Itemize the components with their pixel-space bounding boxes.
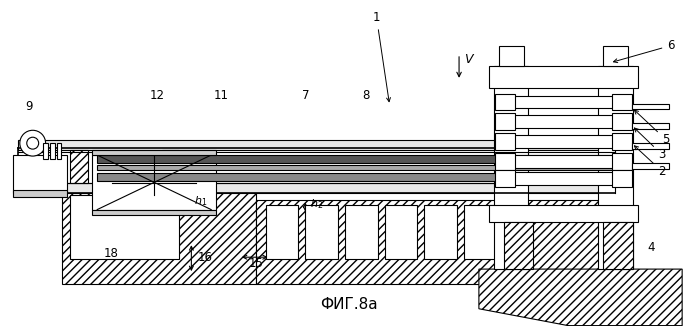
Text: 2: 2 <box>635 146 666 178</box>
Bar <box>256 200 618 284</box>
Text: 6: 6 <box>614 39 675 62</box>
Circle shape <box>20 130 45 156</box>
Bar <box>612 153 632 170</box>
Bar <box>632 163 669 169</box>
Bar <box>92 210 216 215</box>
Bar <box>43 143 48 159</box>
Bar <box>384 205 417 259</box>
Text: 16: 16 <box>197 251 212 264</box>
Text: 3: 3 <box>635 128 665 161</box>
Polygon shape <box>479 269 682 326</box>
Bar <box>97 155 614 163</box>
Bar <box>489 205 637 222</box>
Bar <box>495 94 514 111</box>
Bar <box>603 222 633 269</box>
Bar <box>18 183 614 193</box>
Bar <box>161 150 180 183</box>
Bar <box>603 46 628 66</box>
Bar <box>632 123 669 129</box>
Text: ФИГ.8a: ФИГ.8a <box>320 297 378 312</box>
Text: 7: 7 <box>303 89 310 102</box>
Bar <box>598 66 633 269</box>
Bar <box>92 155 216 210</box>
Text: 5: 5 <box>635 110 670 146</box>
Bar <box>97 165 614 170</box>
Bar <box>424 205 457 259</box>
Text: 8: 8 <box>362 89 369 102</box>
Bar <box>632 104 669 110</box>
Bar <box>92 150 216 155</box>
Bar <box>13 155 67 193</box>
Bar <box>612 133 632 150</box>
Text: $h_1$: $h_1$ <box>194 195 208 208</box>
Text: 9: 9 <box>24 100 32 113</box>
Bar <box>71 195 180 259</box>
Bar <box>498 46 524 66</box>
Circle shape <box>27 137 38 149</box>
Text: 12: 12 <box>150 89 165 102</box>
Bar <box>71 150 88 183</box>
Bar <box>495 170 514 187</box>
Bar <box>509 135 623 148</box>
Bar <box>612 170 632 187</box>
Bar <box>495 153 514 170</box>
Bar <box>504 222 533 269</box>
Bar <box>495 113 514 130</box>
Text: V: V <box>464 53 473 66</box>
Bar <box>57 143 62 159</box>
Bar <box>97 173 614 181</box>
Bar <box>612 113 632 130</box>
Bar <box>345 205 377 259</box>
Bar <box>509 95 623 109</box>
Text: 4: 4 <box>647 241 655 254</box>
Bar <box>305 205 338 259</box>
Bar <box>62 185 256 284</box>
Bar <box>509 172 623 185</box>
Bar <box>18 140 614 150</box>
Bar <box>266 205 298 259</box>
Bar <box>509 155 623 168</box>
Bar <box>489 66 637 88</box>
Text: 11: 11 <box>214 89 229 102</box>
Bar <box>493 66 528 269</box>
Bar <box>612 94 632 111</box>
Text: $h_2$: $h_2$ <box>310 198 324 212</box>
Bar <box>632 143 669 149</box>
Text: 1: 1 <box>373 11 391 102</box>
Bar <box>495 133 514 150</box>
Text: 18: 18 <box>104 247 119 260</box>
Text: 15: 15 <box>249 257 264 270</box>
Bar <box>464 205 497 259</box>
Bar <box>13 190 67 197</box>
Bar <box>509 115 623 128</box>
Bar <box>50 143 55 159</box>
